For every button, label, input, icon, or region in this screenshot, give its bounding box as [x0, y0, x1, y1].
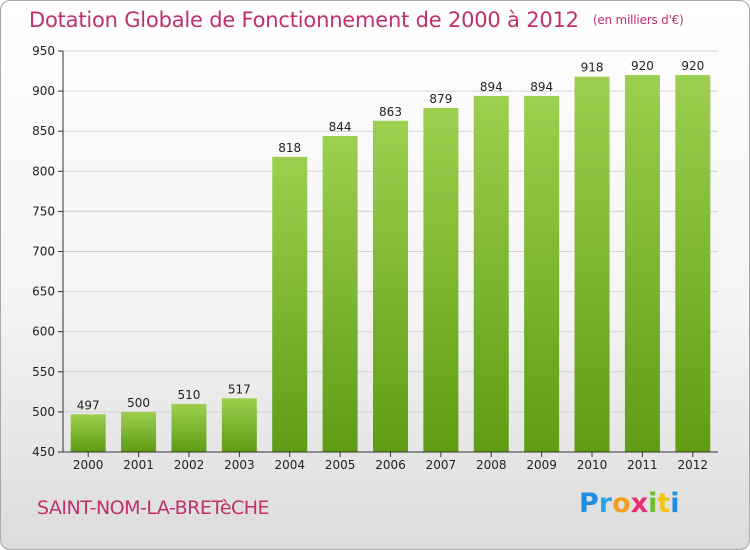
bar-2003 — [221, 398, 257, 452]
axes: 450 500 550 600 650 700 750 800 850 900 950 2000 200… — [32, 44, 718, 472]
bar-2010 — [574, 76, 610, 452]
logo-letter: r — [598, 488, 613, 519]
bar-2002 — [171, 403, 207, 452]
y-tick-label: 850 — [32, 124, 55, 138]
y-tick-label: 950 — [32, 44, 55, 58]
logo-letter: i — [648, 488, 658, 519]
x-tick-label: 2004 — [274, 458, 305, 472]
value-label: 920 — [681, 59, 704, 73]
x-tick-label: 2008 — [476, 458, 507, 472]
bar-2005 — [322, 136, 358, 452]
value-label: 497 — [77, 398, 100, 412]
x-tick-label: 2000 — [73, 458, 104, 472]
x-tick-label: 2002 — [174, 458, 205, 472]
logo-letter: i — [670, 488, 680, 519]
value-label: 500 — [127, 396, 150, 410]
bar-2008 — [473, 95, 509, 453]
value-label: 844 — [329, 120, 352, 134]
x-tick-label: 2001 — [123, 458, 154, 472]
value-labels: 497 500 510 517 818 844 863 879 894 894 918 920 920 — [77, 59, 705, 412]
x-tick-label: 2009 — [526, 458, 557, 472]
y-tick-label: 650 — [32, 285, 55, 299]
y-tick-label: 700 — [32, 245, 55, 259]
bar-2011 — [624, 75, 660, 452]
y-tick-label: 550 — [32, 365, 55, 379]
x-tick-label: 2011 — [627, 458, 658, 472]
y-tick-label: 450 — [32, 445, 55, 459]
y-tick-label: 750 — [32, 204, 55, 218]
value-label: 894 — [480, 80, 503, 94]
proxiti-logo: Proxiti — [579, 488, 680, 519]
value-label: 818 — [278, 141, 301, 155]
bar-2012 — [675, 75, 711, 452]
value-label: 879 — [429, 92, 452, 106]
logo-letter: x — [630, 488, 649, 519]
logo-letter: P — [579, 488, 599, 519]
logo-letter: t — [657, 488, 671, 519]
x-tick-label: 2003 — [224, 458, 255, 472]
x-tick-label: 2012 — [678, 458, 709, 472]
x-tick-label: 2006 — [375, 458, 406, 472]
chart-title: Dotation Globale de Fonctionnement de 20… — [29, 8, 684, 32]
value-label: 918 — [581, 61, 604, 75]
value-label: 863 — [379, 105, 402, 119]
y-tick-label: 800 — [32, 164, 55, 178]
value-label: 894 — [530, 80, 553, 94]
logo-letter: o — [612, 488, 631, 519]
bar-2001 — [121, 411, 157, 452]
y-tick-label: 500 — [32, 405, 55, 419]
y-tick-label: 600 — [32, 325, 55, 339]
chart-unit: (en milliers d'€) — [592, 13, 684, 27]
x-tick-label: 2010 — [577, 458, 608, 472]
bars — [70, 75, 711, 453]
bar-2009 — [524, 95, 560, 453]
bar-2006 — [373, 120, 408, 453]
bar-2004 — [272, 156, 308, 452]
commune-name: SAINT-NOM-LA-BRETèCHE — [37, 497, 270, 519]
x-tick-label: 2005 — [325, 458, 356, 472]
bar-2007 — [423, 107, 459, 452]
x-tick-label: 2007 — [426, 458, 457, 472]
y-tick-label: 900 — [32, 84, 55, 98]
chart-title-text: Dotation Globale de Fonctionnement de 20… — [29, 8, 579, 32]
bar-2000 — [70, 414, 106, 452]
value-label: 920 — [631, 59, 654, 73]
value-label: 517 — [228, 382, 251, 396]
value-label: 510 — [178, 388, 201, 402]
